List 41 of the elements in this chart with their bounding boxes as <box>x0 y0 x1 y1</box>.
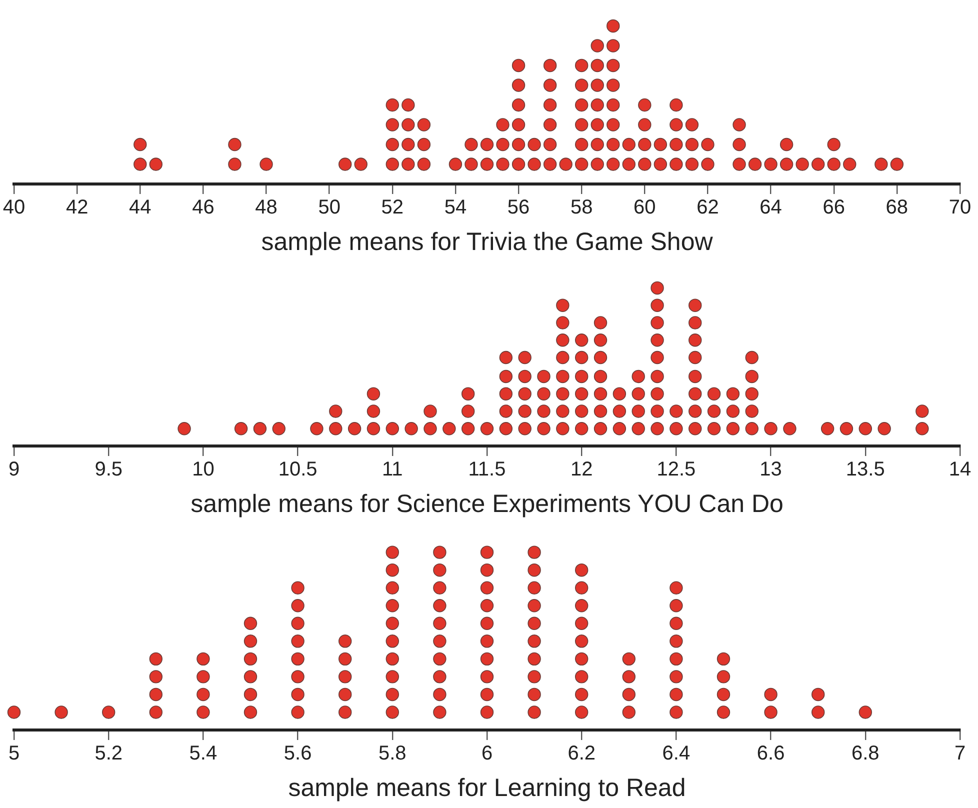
x-tick-label: 46 <box>192 196 214 219</box>
x-axis-title: sample means for Science Experiments YOU Can Do <box>190 490 784 518</box>
x-axis-title: sample means for Learning to Read <box>288 774 686 802</box>
x-tick-label: 5.8 <box>378 742 406 765</box>
x-tick-label: 62 <box>696 196 719 219</box>
x-tick-label: 9.5 <box>94 458 123 481</box>
x-tick-label: 9 <box>8 458 20 481</box>
x-tick-label: 50 <box>318 196 340 219</box>
x-axis-title: sample means for Trivia the Game Show <box>261 228 714 256</box>
x-tick-label: 44 <box>129 196 152 219</box>
x-tick-label: 6.4 <box>662 742 690 765</box>
x-tick-label: 54 <box>444 196 467 219</box>
x-tick-label: 5 <box>8 742 20 765</box>
x-tick-label: 6.2 <box>568 742 596 765</box>
x-tick-label: 60 <box>634 196 656 219</box>
x-tick-label: 14 <box>948 458 972 481</box>
x-tick-label: 70 <box>948 196 972 219</box>
x-tick-label: 13 <box>760 458 782 481</box>
x-tick-label: 40 <box>2 196 26 219</box>
x-tick-label: 58 <box>570 196 593 219</box>
x-tick-label: 5.6 <box>284 742 312 765</box>
x-tick-label: 66 <box>822 196 845 219</box>
x-tick-label: 7 <box>954 742 966 765</box>
x-tick-label: 5.4 <box>189 742 218 765</box>
x-tick-label: 6.8 <box>851 742 880 765</box>
x-tick-label: 10 <box>192 458 214 481</box>
x-tick-label: 12.5 <box>656 458 696 481</box>
x-tick-label: 42 <box>66 196 88 219</box>
x-tick-label: 68 <box>886 196 908 219</box>
x-tick-label: 48 <box>255 196 278 219</box>
x-tick-label: 10.5 <box>278 458 318 481</box>
x-tick-label: 13.5 <box>846 458 885 481</box>
x-tick-label: 64 <box>760 196 782 219</box>
x-tick-label: 11.5 <box>468 458 506 481</box>
x-tick-label: 6.6 <box>756 742 785 765</box>
x-tick-label: 12 <box>570 458 593 481</box>
x-tick-label: 56 <box>507 196 530 219</box>
x-tick-label: 6 <box>481 742 493 765</box>
x-tick-label: 5.2 <box>94 742 123 765</box>
x-tick-label: 52 <box>381 196 404 219</box>
x-tick-label: 11 <box>382 458 403 481</box>
